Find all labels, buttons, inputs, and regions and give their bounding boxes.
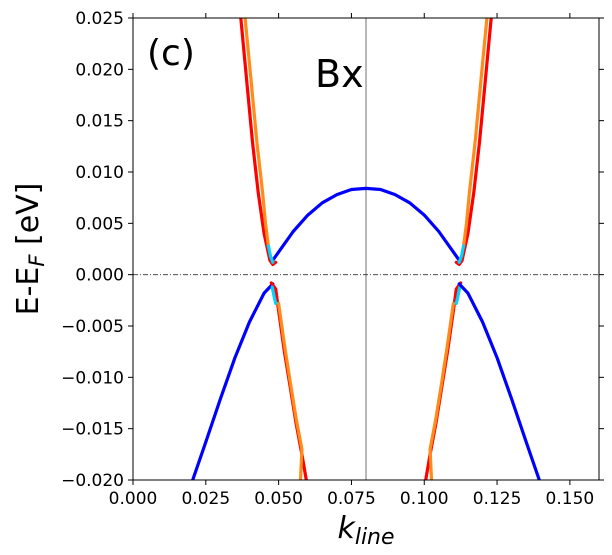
y-axis-title-sub: F xyxy=(25,254,49,267)
band-curve-cyan-6 xyxy=(457,244,466,264)
x-axis-title-sub: line xyxy=(355,525,395,550)
y-tick-label-6: 0.010 xyxy=(75,163,124,183)
panel-label: (c) xyxy=(147,33,195,74)
x-tick-label-3: 0.075 xyxy=(327,489,376,509)
y-tick-label-2: −0.010 xyxy=(61,368,124,388)
y-tick-label-9: 0.025 xyxy=(75,9,124,29)
band-curve-blue-14 xyxy=(457,282,541,480)
band-curve-cyan-13 xyxy=(454,285,462,305)
y-tick-label-4: 0.000 xyxy=(75,266,124,286)
y-axis-title: E-EF [eV] xyxy=(11,183,49,316)
band-curve-orange-2 xyxy=(243,18,270,248)
x-tick-label-4: 0.100 xyxy=(400,489,449,509)
x-axis-title-main: k xyxy=(337,511,356,546)
x-tick-label-1: 0.025 xyxy=(181,489,230,509)
band-curve-orange-9 xyxy=(277,301,304,480)
band-curve-blue-0 xyxy=(269,186,463,264)
y-axis: −0.020 −0.015 −0.010 −0.005 0.000 0.005 0.010 0… xyxy=(61,9,604,491)
x-axis: 0.000 0.025 0.050 0.075 0.100 0.125 0.150 xyxy=(109,13,595,509)
band-curve-cyan-10 xyxy=(270,285,278,305)
y-tick-label-5: 0.005 xyxy=(75,214,124,234)
x-tick-label-0: 0.000 xyxy=(109,489,158,509)
reference-lines xyxy=(133,18,599,480)
y-tick-label-7: 0.015 xyxy=(75,112,124,132)
x-axis-title: kline xyxy=(337,511,394,550)
band-curve-blue-7 xyxy=(191,282,275,480)
y-tick-label-3: −0.005 xyxy=(61,317,124,337)
band-curve-cyan-3 xyxy=(266,244,275,264)
band-curve-orange-5 xyxy=(462,18,489,248)
band-curve-orange-12 xyxy=(428,301,455,480)
x-tick-label-5: 0.125 xyxy=(473,489,522,509)
band-curves xyxy=(191,18,541,480)
y-axis-title-pre: E-E xyxy=(11,267,46,316)
y-tick-label-0: −0.020 xyxy=(61,471,124,491)
y-tick-label-1: −0.015 xyxy=(61,420,124,440)
x-tick-label-2: 0.050 xyxy=(254,489,303,509)
annotation-bx: Bx xyxy=(315,52,364,96)
y-tick-label-8: 0.020 xyxy=(75,60,124,80)
x-tick-label-6: 0.150 xyxy=(546,489,595,509)
plot-frame xyxy=(132,17,600,481)
y-axis-title-post: [eV] xyxy=(11,183,46,255)
